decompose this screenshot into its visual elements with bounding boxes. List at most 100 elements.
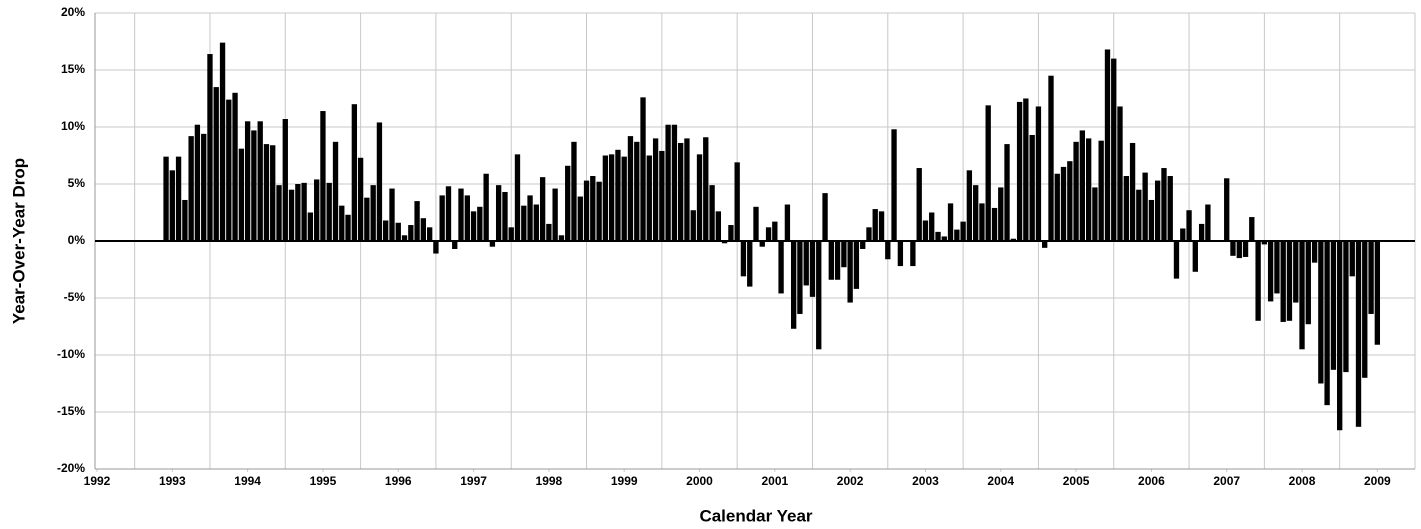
bar: [514, 154, 521, 241]
bar: [1123, 176, 1129, 241]
bar: [828, 241, 834, 280]
bar: [452, 241, 458, 249]
bar: [1192, 241, 1198, 272]
bar: [282, 119, 288, 241]
bar: [772, 221, 778, 241]
y-tick-label: 15%: [61, 62, 85, 76]
bar: [169, 170, 175, 241]
bar: [1117, 106, 1123, 241]
bar: [1023, 98, 1029, 241]
bar: [1230, 241, 1236, 256]
bar: [1048, 75, 1054, 241]
bar: [734, 162, 740, 241]
bar: [684, 138, 690, 241]
x-tick-label: 2008: [1289, 474, 1316, 488]
bar: [307, 212, 314, 241]
bar: [765, 227, 772, 241]
bar: [194, 124, 201, 241]
bar: [1060, 166, 1067, 241]
bar: [1261, 241, 1268, 245]
bar: [558, 235, 565, 241]
bar: [483, 173, 489, 241]
bar: [790, 241, 797, 329]
bar: [615, 149, 621, 241]
bar: [929, 212, 935, 241]
bar: [973, 185, 979, 241]
y-tick-label: -15%: [57, 404, 85, 418]
bar: [1073, 141, 1079, 241]
bar: [602, 155, 609, 241]
bar: [860, 241, 866, 249]
x-axis-title: Calendar Year: [699, 506, 812, 525]
bar: [891, 129, 897, 241]
x-tick-label: 2006: [1138, 474, 1165, 488]
bar: [640, 97, 646, 241]
bar: [182, 199, 188, 241]
bar: [897, 241, 904, 267]
bar: [1368, 241, 1374, 314]
bar: [809, 241, 816, 297]
bar: [985, 105, 991, 241]
bar: [332, 141, 339, 241]
bar: [565, 165, 571, 241]
bar: [1129, 142, 1136, 241]
bar: [351, 104, 358, 241]
bar: [652, 138, 659, 241]
bar: [872, 209, 878, 241]
bar: [1318, 241, 1324, 384]
bar: [464, 195, 470, 241]
x-tick-label: 1998: [536, 474, 563, 488]
bar: [866, 227, 872, 241]
bar: [263, 144, 270, 241]
bar: [1029, 134, 1035, 241]
x-tick-label: 1993: [159, 474, 186, 488]
bar: [721, 241, 728, 244]
bar: [163, 156, 169, 241]
bar: [546, 223, 552, 241]
bar: [797, 241, 803, 314]
bar: [922, 220, 929, 241]
bar: [979, 203, 985, 241]
bar: [885, 241, 891, 260]
bar: [1136, 189, 1142, 241]
bar: [834, 241, 841, 280]
bar: [1111, 58, 1117, 241]
bar: [966, 170, 973, 241]
bar: [910, 241, 916, 267]
bar: [401, 235, 408, 241]
bar: [1085, 138, 1092, 241]
bar: [847, 241, 853, 303]
bar: [188, 136, 194, 241]
bar: [539, 177, 546, 241]
bar: [502, 191, 508, 241]
bar: [1042, 241, 1048, 248]
bar: [470, 211, 477, 241]
bar: [201, 133, 207, 241]
y-axis-title: Year-Over-Year Drop: [9, 158, 28, 324]
bar: [753, 206, 759, 241]
bar: [878, 211, 885, 241]
bar: [314, 179, 320, 241]
bar: [408, 225, 414, 241]
bar: [853, 241, 860, 289]
bar: [1280, 241, 1286, 322]
bar: [207, 54, 213, 241]
bar: [270, 145, 276, 241]
bar: [1186, 210, 1192, 241]
bar: [1161, 168, 1167, 241]
bar: [1092, 187, 1098, 241]
bar: [1016, 101, 1023, 241]
bar: [577, 196, 583, 241]
bar: [232, 92, 238, 241]
bar: [477, 206, 483, 241]
bar: [1010, 238, 1017, 241]
bar: [1311, 241, 1318, 263]
bar: [998, 187, 1004, 241]
bar: [295, 184, 301, 241]
bar: [1067, 161, 1073, 241]
bar: [841, 241, 847, 268]
bar: [571, 141, 577, 241]
bar: [420, 218, 427, 241]
bar: [1374, 241, 1381, 345]
bar: [991, 207, 998, 241]
